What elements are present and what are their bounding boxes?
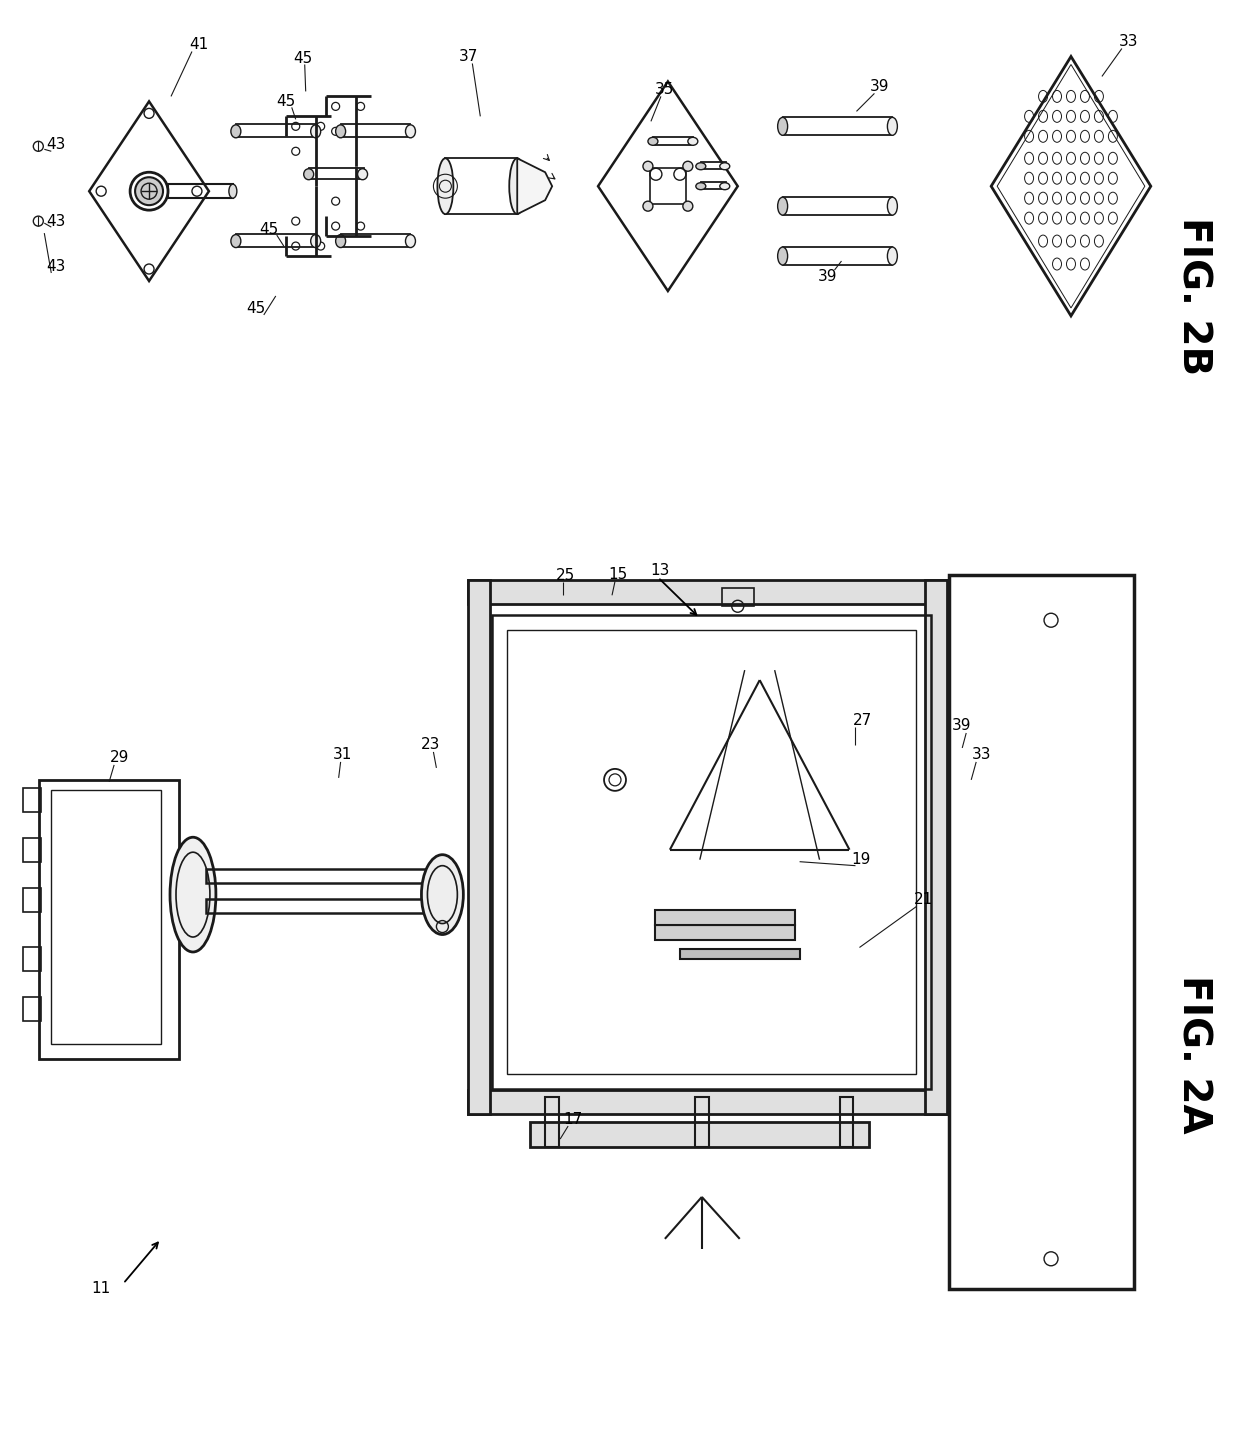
Text: 45: 45: [277, 94, 295, 108]
Bar: [950, 575, 1133, 1288]
Bar: [24, 998, 41, 1021]
Text: 27: 27: [853, 712, 872, 728]
Ellipse shape: [231, 124, 241, 137]
Text: 43: 43: [47, 137, 66, 152]
Text: 31: 31: [332, 748, 352, 762]
Bar: [782, 117, 893, 136]
Bar: [24, 838, 41, 862]
Bar: [469, 580, 947, 604]
Bar: [206, 898, 440, 913]
Ellipse shape: [510, 159, 526, 214]
Ellipse shape: [719, 163, 730, 170]
Text: 39: 39: [818, 269, 837, 283]
Ellipse shape: [649, 137, 658, 146]
Bar: [507, 630, 916, 1074]
Text: 17: 17: [563, 1112, 583, 1126]
Bar: [722, 588, 754, 606]
Text: 41: 41: [190, 38, 208, 52]
Text: 25: 25: [556, 567, 575, 583]
Bar: [341, 234, 410, 247]
Ellipse shape: [336, 124, 346, 137]
Bar: [40, 780, 179, 1060]
Polygon shape: [517, 159, 552, 214]
Bar: [653, 137, 693, 146]
Bar: [655, 924, 795, 940]
Text: 37: 37: [459, 49, 479, 64]
Text: 29: 29: [109, 751, 129, 765]
Text: 21: 21: [914, 892, 932, 907]
Text: 45: 45: [293, 51, 312, 66]
Bar: [469, 580, 490, 1115]
Ellipse shape: [438, 159, 454, 214]
Bar: [531, 1122, 869, 1147]
Bar: [236, 234, 316, 247]
Ellipse shape: [888, 247, 898, 266]
Ellipse shape: [311, 234, 321, 247]
Bar: [782, 198, 893, 215]
Ellipse shape: [696, 183, 706, 189]
Bar: [925, 580, 947, 1115]
Bar: [650, 169, 686, 204]
Text: 13: 13: [650, 563, 670, 578]
Circle shape: [683, 201, 693, 211]
Bar: [51, 790, 161, 1044]
Ellipse shape: [311, 124, 321, 137]
Bar: [206, 869, 440, 882]
Circle shape: [644, 162, 653, 172]
Text: 45: 45: [259, 221, 279, 237]
Text: 23: 23: [420, 738, 440, 752]
Ellipse shape: [696, 163, 706, 170]
Ellipse shape: [719, 183, 730, 189]
Text: 39: 39: [951, 719, 971, 734]
Ellipse shape: [777, 117, 787, 136]
Circle shape: [644, 201, 653, 211]
Bar: [701, 162, 725, 169]
Text: 19: 19: [852, 852, 872, 868]
Text: FIG. 2A: FIG. 2A: [1174, 975, 1213, 1134]
Bar: [839, 1097, 853, 1147]
Text: 11: 11: [92, 1281, 110, 1297]
Text: 45: 45: [247, 302, 265, 316]
Ellipse shape: [231, 234, 241, 247]
Bar: [24, 947, 41, 972]
Bar: [445, 159, 517, 214]
Bar: [341, 124, 410, 137]
Bar: [694, 1097, 709, 1147]
Text: FIG. 2B: FIG. 2B: [1174, 217, 1213, 375]
Bar: [782, 247, 893, 266]
Ellipse shape: [777, 247, 787, 266]
Ellipse shape: [229, 185, 237, 198]
Ellipse shape: [304, 169, 314, 179]
Bar: [701, 182, 725, 189]
Text: 39: 39: [869, 79, 889, 94]
Ellipse shape: [135, 178, 162, 205]
Bar: [469, 1090, 947, 1115]
Bar: [236, 124, 316, 137]
Ellipse shape: [888, 198, 898, 215]
Bar: [546, 1097, 559, 1147]
Bar: [167, 185, 233, 198]
Bar: [309, 169, 363, 179]
Ellipse shape: [405, 234, 415, 247]
Text: 33: 33: [1120, 35, 1138, 49]
Bar: [492, 615, 931, 1089]
Ellipse shape: [336, 234, 346, 247]
Text: 35: 35: [655, 82, 675, 97]
Bar: [24, 788, 41, 812]
Text: 43: 43: [47, 258, 66, 273]
Ellipse shape: [422, 855, 464, 934]
Ellipse shape: [888, 117, 898, 136]
Bar: [24, 888, 41, 911]
Ellipse shape: [688, 137, 698, 146]
Bar: [680, 950, 800, 959]
Ellipse shape: [170, 838, 216, 952]
Ellipse shape: [405, 124, 415, 137]
Text: 33: 33: [971, 748, 991, 762]
Bar: [655, 910, 795, 924]
Text: 15: 15: [609, 567, 627, 582]
Circle shape: [683, 162, 693, 172]
Ellipse shape: [777, 198, 787, 215]
Ellipse shape: [357, 169, 367, 179]
Text: 43: 43: [47, 214, 66, 228]
